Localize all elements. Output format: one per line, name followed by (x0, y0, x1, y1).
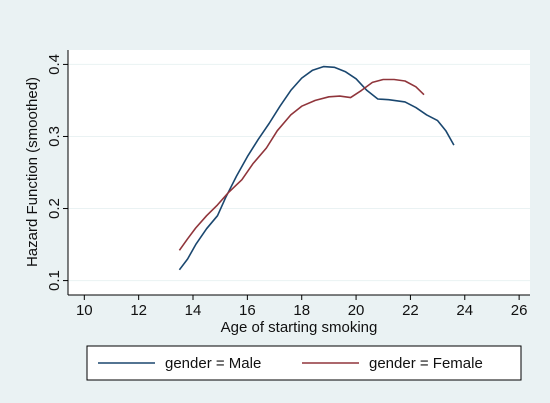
x-tick-label-5: 20 (348, 302, 365, 319)
y-ticks: 0.1 0.2 0.3 0.4 (46, 54, 68, 291)
x-tick-label-1: 12 (130, 302, 147, 319)
legend: gender = Male gender = Female (86, 345, 522, 381)
y-tick-label-3: 0.4 (46, 54, 63, 75)
x-ticks: 10 12 14 16 18 20 22 24 26 (76, 295, 528, 319)
series-lines (178, 65, 455, 271)
y-axis-title: Hazard Function (smoothed) (24, 77, 41, 267)
series-line-0 (178, 65, 455, 271)
y-tick-label-1: 0.2 (46, 198, 63, 219)
x-tick-label-0: 10 (76, 302, 93, 319)
x-tick-label-4: 18 (293, 302, 310, 319)
legend-label-male: gender = Male (165, 355, 261, 372)
plot-area (68, 50, 530, 295)
x-tick-label-8: 26 (511, 302, 528, 319)
series-line-1 (178, 78, 425, 251)
legend-label-female: gender = Female (369, 355, 483, 372)
x-tick-label-6: 22 (402, 302, 419, 319)
x-tick-label-2: 14 (185, 302, 202, 319)
x-tick-label-7: 24 (456, 302, 473, 319)
y-tick-label-2: 0.3 (46, 126, 63, 147)
y-tick-label-0: 0.1 (46, 270, 63, 291)
x-tick-label-3: 16 (239, 302, 256, 319)
gridlines (68, 63, 530, 282)
x-axis-title: Age of starting smoking (221, 319, 378, 336)
